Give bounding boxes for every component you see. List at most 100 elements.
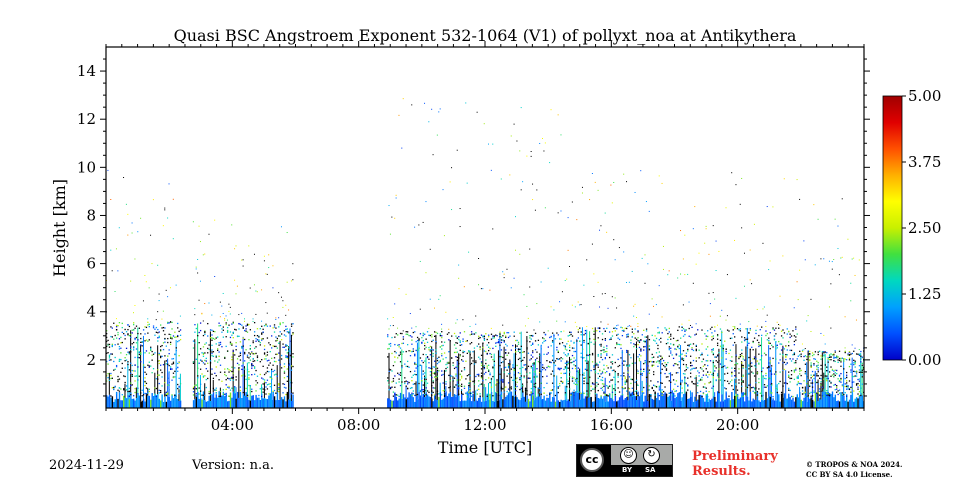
heatmap-surface-cell [168,397,170,408]
heatmap-cell [761,369,763,372]
heatmap-cell [128,390,131,393]
heatmap-cell [273,369,276,372]
heatmap-surface-cell [148,395,151,408]
heatmap-cell [756,308,758,310]
heatmap-cell [137,387,139,389]
heatmap-cell [268,364,270,366]
heatmap-cell [263,325,266,327]
heatmap-surface-cell [861,395,864,408]
heatmap-surface-cell [160,400,162,408]
heatmap-cell [286,352,288,354]
heatmap-cell [579,304,581,306]
heatmap-cell [799,382,801,385]
heatmap-cell [412,350,414,352]
heatmap-cell [769,332,771,334]
heatmap-cell [239,323,242,325]
heatmap-cell [743,392,746,395]
heatmap-cell [623,251,625,253]
heatmap-cell [245,328,247,330]
heatmap-cell [543,353,545,356]
heatmap-cell [167,363,169,365]
heatmap-cell [289,354,291,357]
heatmap-cell [147,392,149,394]
y-tick-label: 4 [86,303,96,321]
heatmap-cell [580,334,582,336]
heatmap-surface-cell [151,393,153,408]
heatmap-cell [617,387,619,389]
heatmap-surface-cell [207,401,209,408]
heatmap-cell [111,270,113,272]
heatmap-cell [435,376,437,379]
heatmap-cell [584,332,587,335]
heatmap-surface-cell [113,401,115,408]
heatmap-cell [638,340,641,342]
heatmap-cell [667,342,669,344]
heatmap-cell [644,340,646,343]
heatmap-cell [108,379,111,381]
heatmap-cell [485,379,487,381]
heatmap-surface-cell [463,400,466,408]
heatmap-surface-cell [453,394,456,408]
heatmap-cell [657,365,659,368]
heatmap-cell [253,334,256,337]
heatmap-cell [483,365,486,367]
heatmap-cell [438,298,440,300]
heatmap-cell [164,207,166,209]
heatmap-cell [576,370,578,372]
heatmap-surface-cell [716,391,719,408]
heatmap-cell [635,348,638,350]
heatmap-cell [162,326,165,329]
heatmap-cell [830,283,832,285]
heatmap-cell [108,346,111,348]
heatmap-cell [289,379,291,381]
heatmap-cell [107,363,109,365]
heatmap-cell [397,344,399,346]
heatmap-cell [817,371,819,373]
heatmap-cell [648,372,651,374]
heatmap-cell [436,375,439,377]
heatmap-cell [668,392,670,394]
heatmap-cell [634,381,636,383]
heatmap-cell [577,337,579,339]
heatmap-cell [275,327,277,329]
heatmap-cell [593,364,595,367]
heatmap-surface-cell [214,397,216,408]
heatmap-cell [614,361,616,364]
heatmap-cell [482,335,484,337]
heatmap-cell [448,374,450,377]
heatmap-cell [769,360,771,362]
heatmap-cell [251,364,253,366]
heatmap-cell [415,367,417,369]
heatmap-surface-cell [106,395,108,408]
heatmap-surface-cell [544,400,547,408]
heatmap-cell [799,373,801,375]
heatmap-cell [425,366,427,368]
heatmap-column-cell [235,387,237,399]
heatmap-cell [811,382,814,384]
heatmap-cell [271,377,273,380]
heatmap-cell [241,368,243,371]
heatmap-cell [630,382,632,385]
heatmap-cell [436,134,438,136]
heatmap-surface-cell [162,401,165,408]
heatmap-cell [626,334,628,336]
heatmap-cell [135,325,138,327]
heatmap-surface-cell [817,401,819,408]
heatmap-surface-cell [828,393,831,408]
heatmap-cell [275,360,277,363]
heatmap-cell [115,365,118,368]
heatmap-cell [507,363,510,365]
heatmap-cell [611,369,614,372]
heatmap-cell [770,373,773,375]
heatmap-cell [665,369,668,371]
heatmap-surface-cell [398,398,400,408]
heatmap-surface-cell [532,395,534,408]
heatmap-surface-cell [108,394,111,408]
heatmap-cell [670,335,672,337]
heatmap-surface-cell [120,400,122,408]
heatmap-cell [131,364,133,367]
heatmap-cell [813,204,815,206]
heatmap-cell [198,393,200,395]
heatmap-cell [601,383,604,385]
heatmap-cell [725,352,727,355]
